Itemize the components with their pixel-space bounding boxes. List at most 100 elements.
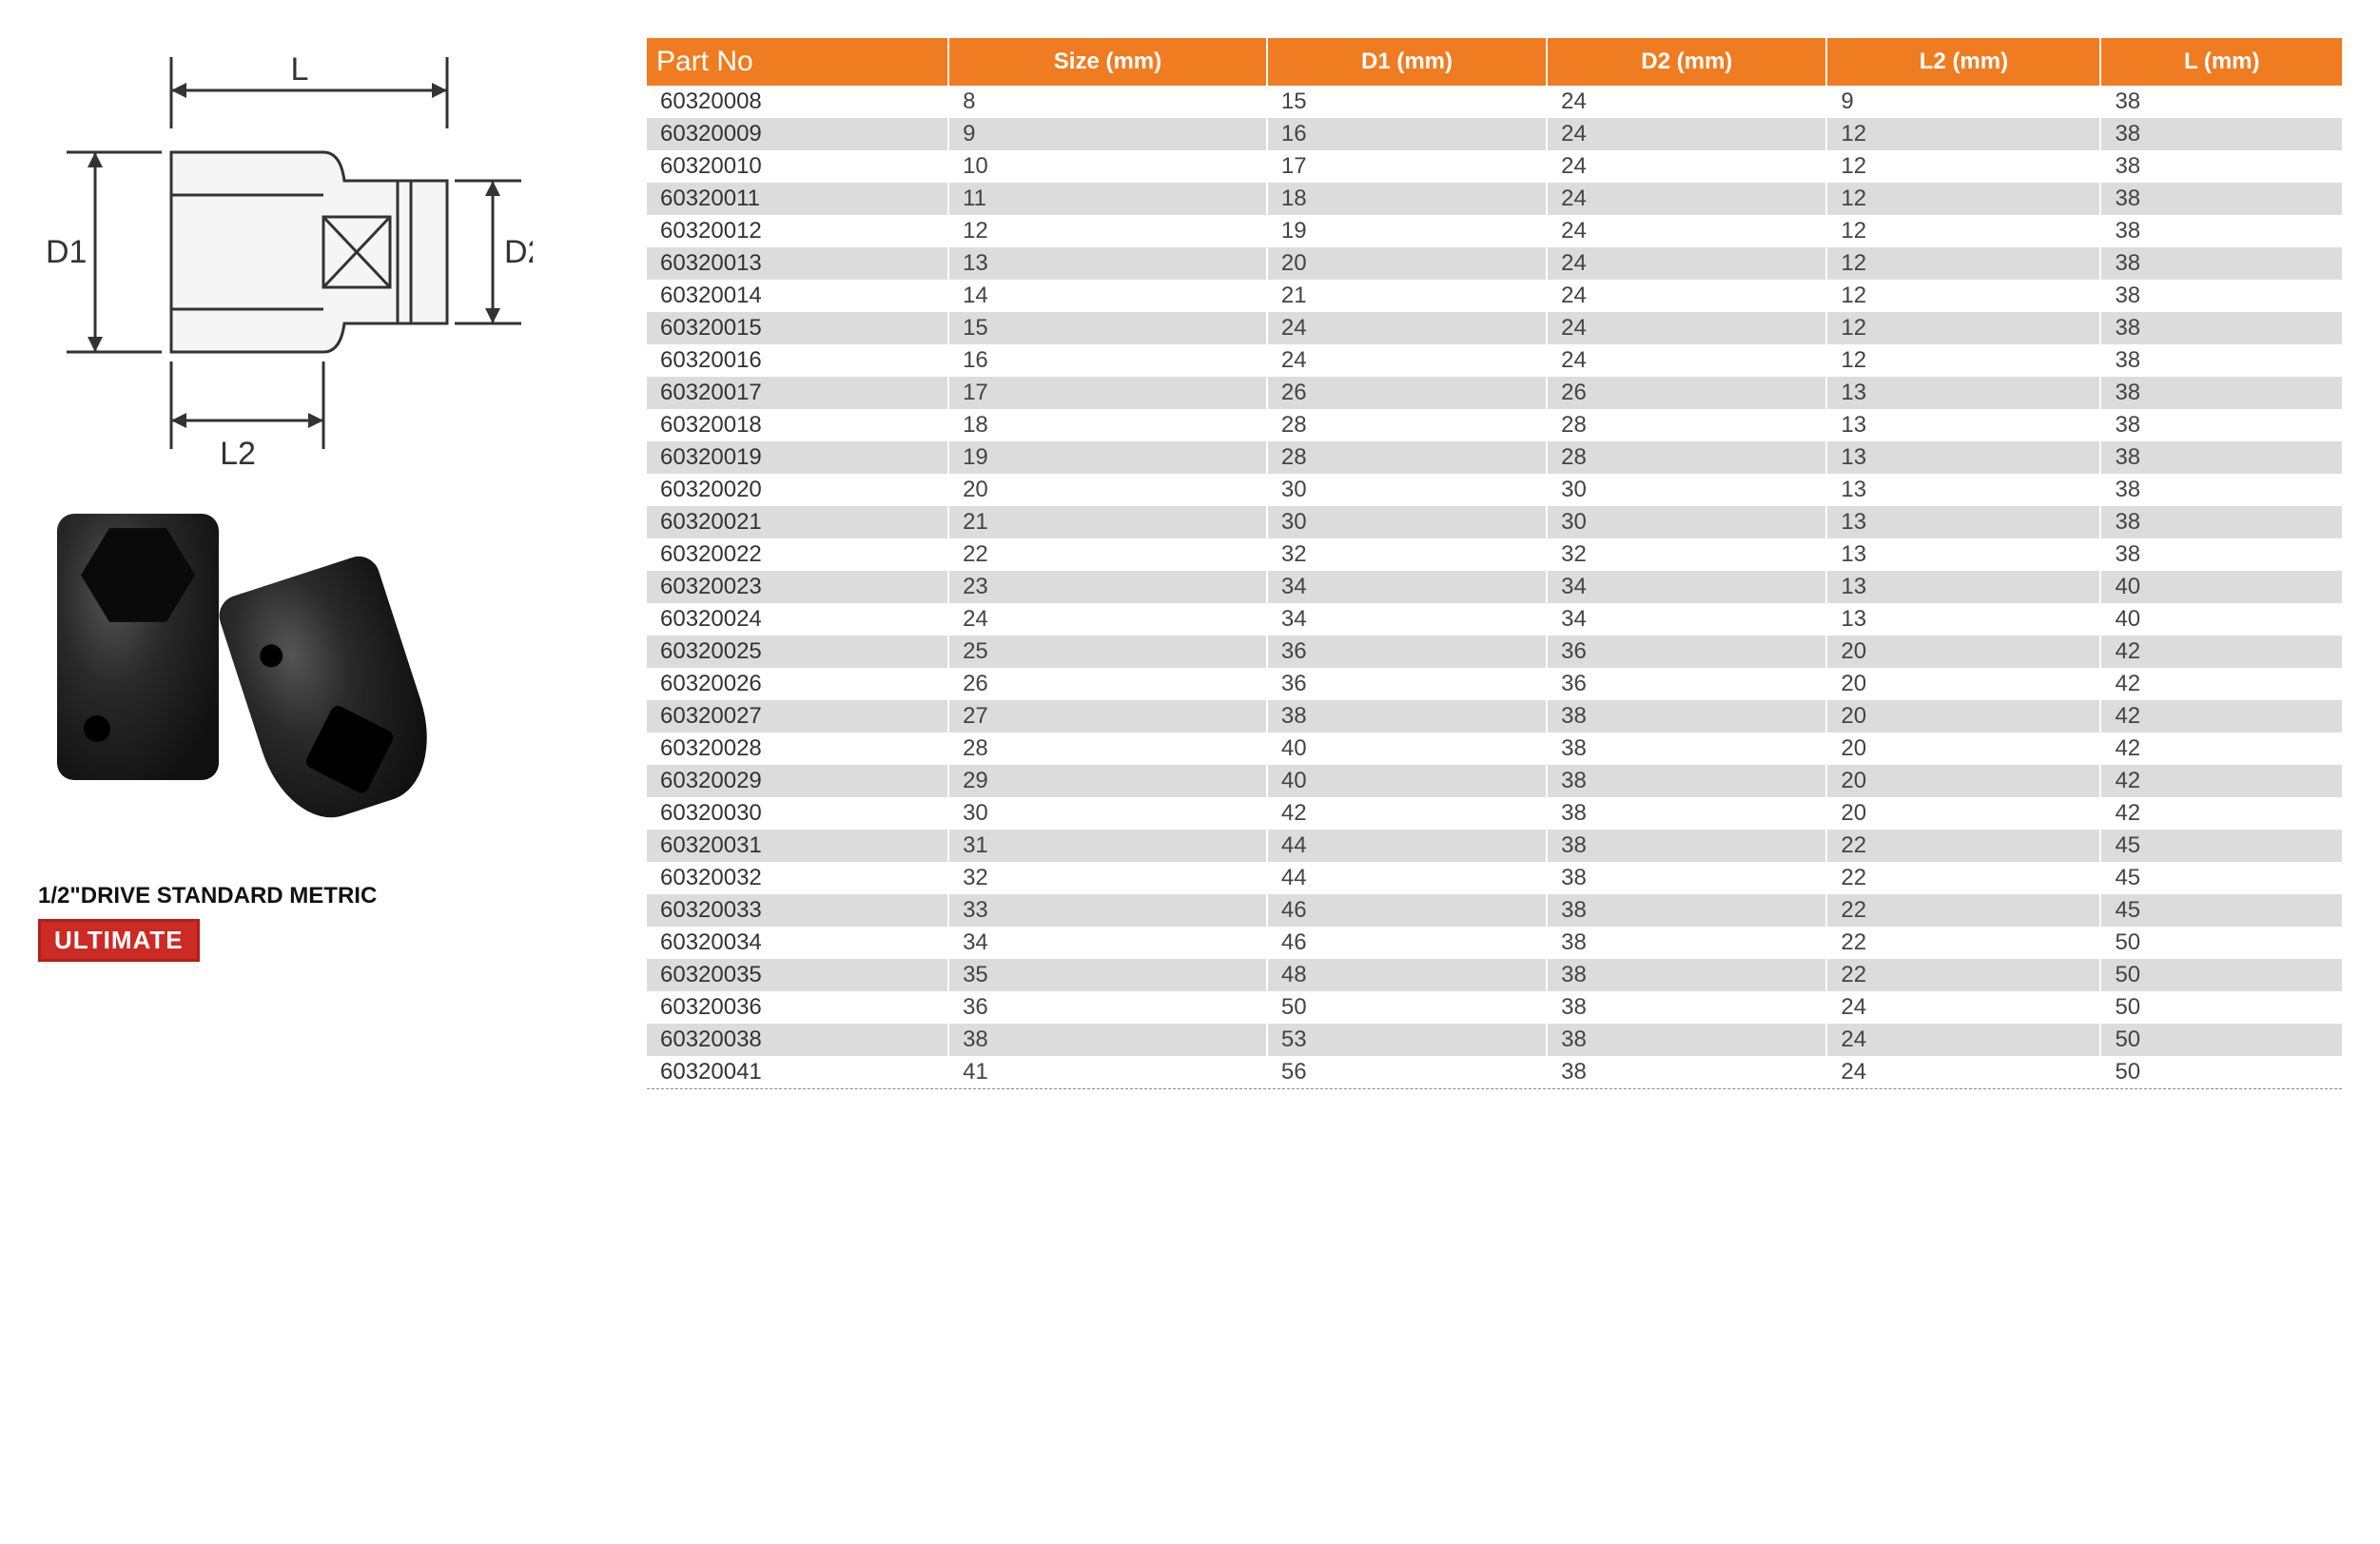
table-cell: 35	[948, 959, 1267, 991]
table-cell: 60320022	[647, 538, 948, 571]
socket-front-view	[57, 514, 219, 780]
table-row: 603200414156382450	[647, 1056, 2342, 1089]
table-row: 603200282840382042	[647, 733, 2342, 765]
table-cell: 19	[1267, 215, 1547, 247]
table-cell: 12	[948, 215, 1267, 247]
table-cell: 13	[1826, 377, 2100, 409]
table-cell: 40	[2100, 603, 2342, 635]
table-cell: 28	[1267, 409, 1547, 441]
table-cell: 18	[1267, 183, 1547, 215]
table-row: 603200303042382042	[647, 797, 2342, 830]
table-cell: 42	[2100, 668, 2342, 700]
table-cell: 60320032	[647, 862, 948, 894]
table-cell: 30	[1267, 506, 1547, 538]
table-row: 603200353548382250	[647, 959, 2342, 991]
table-cell: 38	[2100, 118, 2342, 150]
table-cell: 32	[948, 862, 1267, 894]
table-row: 603200232334341340	[647, 571, 2342, 603]
table-row: 6032000881524938	[647, 86, 2342, 118]
table-cell: 60320020	[647, 474, 948, 506]
table-cell: 24	[1267, 312, 1547, 344]
table-cell: 60320021	[647, 506, 948, 538]
table-cell: 46	[1267, 894, 1547, 927]
table-row: 603200272738382042	[647, 700, 2342, 733]
table-cell: 60320029	[647, 765, 948, 797]
table-cell: 60320013	[647, 247, 948, 280]
table-cell: 24	[1267, 344, 1547, 377]
table-cell: 50	[2100, 991, 2342, 1024]
table-cell: 38	[2100, 86, 2342, 118]
table-cell: 30	[1267, 474, 1547, 506]
table-row: 603200383853382450	[647, 1024, 2342, 1056]
table-cell: 14	[948, 280, 1267, 312]
table-cell: 13	[948, 247, 1267, 280]
table-cell: 34	[1267, 571, 1547, 603]
table-cell: 50	[2100, 927, 2342, 959]
table-row: 603200343446382250	[647, 927, 2342, 959]
table-cell: 17	[948, 377, 1267, 409]
table-cell: 20	[1826, 733, 2100, 765]
table-cell: 60320035	[647, 959, 948, 991]
table-cell: 60320036	[647, 991, 948, 1024]
ultimate-badge: ULTIMATE	[38, 919, 200, 962]
table-cell: 36	[1267, 668, 1547, 700]
table-cell: 38	[1547, 1056, 1826, 1089]
table-cell: 24	[1547, 280, 1826, 312]
table-cell: 34	[948, 927, 1267, 959]
table-row: 603200212130301338	[647, 506, 2342, 538]
table-row: 603200262636362042	[647, 668, 2342, 700]
table-cell: 60320018	[647, 409, 948, 441]
table-cell: 13	[1826, 538, 2100, 571]
table-cell: 38	[2100, 506, 2342, 538]
table-cell: 34	[1547, 571, 1826, 603]
table-row: 603200171726261338	[647, 377, 2342, 409]
table-cell: 50	[2100, 1024, 2342, 1056]
table-row: 603200101017241238	[647, 150, 2342, 183]
table-cell: 24	[1826, 1056, 2100, 1089]
table-cell: 60320026	[647, 668, 948, 700]
table-cell: 38	[1547, 1024, 1826, 1056]
table-cell: 9	[948, 118, 1267, 150]
table-cell: 24	[1547, 344, 1826, 377]
table-cell: 33	[948, 894, 1267, 927]
table-cell: 56	[1267, 1056, 1547, 1089]
table-cell: 32	[1547, 538, 1826, 571]
table-cell: 60320027	[647, 700, 948, 733]
table-cell: 12	[1826, 344, 2100, 377]
table-cell: 41	[948, 1056, 1267, 1089]
table-row: 603200333346382245	[647, 894, 2342, 927]
table-cell: 38	[1547, 927, 1826, 959]
table-cell: 42	[2100, 733, 2342, 765]
table-cell: 27	[948, 700, 1267, 733]
table-header-row: Part No Size (mm) D1 (mm) D2 (mm) L2 (mm…	[647, 38, 2342, 86]
table-cell: 50	[2100, 959, 2342, 991]
spec-table: Part No Size (mm) D1 (mm) D2 (mm) L2 (mm…	[647, 38, 2342, 1089]
table-cell: 30	[948, 797, 1267, 830]
table-cell: 24	[1547, 247, 1826, 280]
table-cell: 60320025	[647, 635, 948, 668]
table-cell: 26	[1267, 377, 1547, 409]
table-cell: 9	[1826, 86, 2100, 118]
socket-drive-view	[214, 551, 447, 833]
table-cell: 60320019	[647, 441, 948, 474]
table-cell: 26	[1547, 377, 1826, 409]
product-photo	[38, 514, 457, 837]
table-cell: 28	[948, 733, 1267, 765]
table-cell: 60320008	[647, 86, 948, 118]
table-cell: 44	[1267, 862, 1547, 894]
table-cell: 24	[1547, 183, 1826, 215]
table-cell: 36	[948, 991, 1267, 1024]
col-d1: D1 (mm)	[1267, 38, 1547, 86]
table-cell: 38	[1547, 733, 1826, 765]
table-cell: 42	[1267, 797, 1547, 830]
table-cell: 13	[1826, 474, 2100, 506]
table-cell: 38	[2100, 441, 2342, 474]
table-row: 603200242434341340	[647, 603, 2342, 635]
table-cell: 16	[948, 344, 1267, 377]
table-cell: 17	[1267, 150, 1547, 183]
table-row: 603200131320241238	[647, 247, 2342, 280]
table-cell: 12	[1826, 183, 2100, 215]
table-row: 603200323244382245	[647, 862, 2342, 894]
table-cell: 26	[948, 668, 1267, 700]
table-cell: 38	[2100, 150, 2342, 183]
